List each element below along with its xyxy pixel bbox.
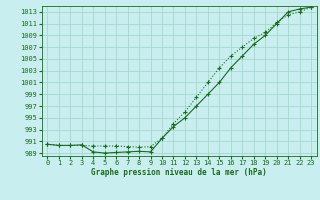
X-axis label: Graphe pression niveau de la mer (hPa): Graphe pression niveau de la mer (hPa) (91, 168, 267, 177)
